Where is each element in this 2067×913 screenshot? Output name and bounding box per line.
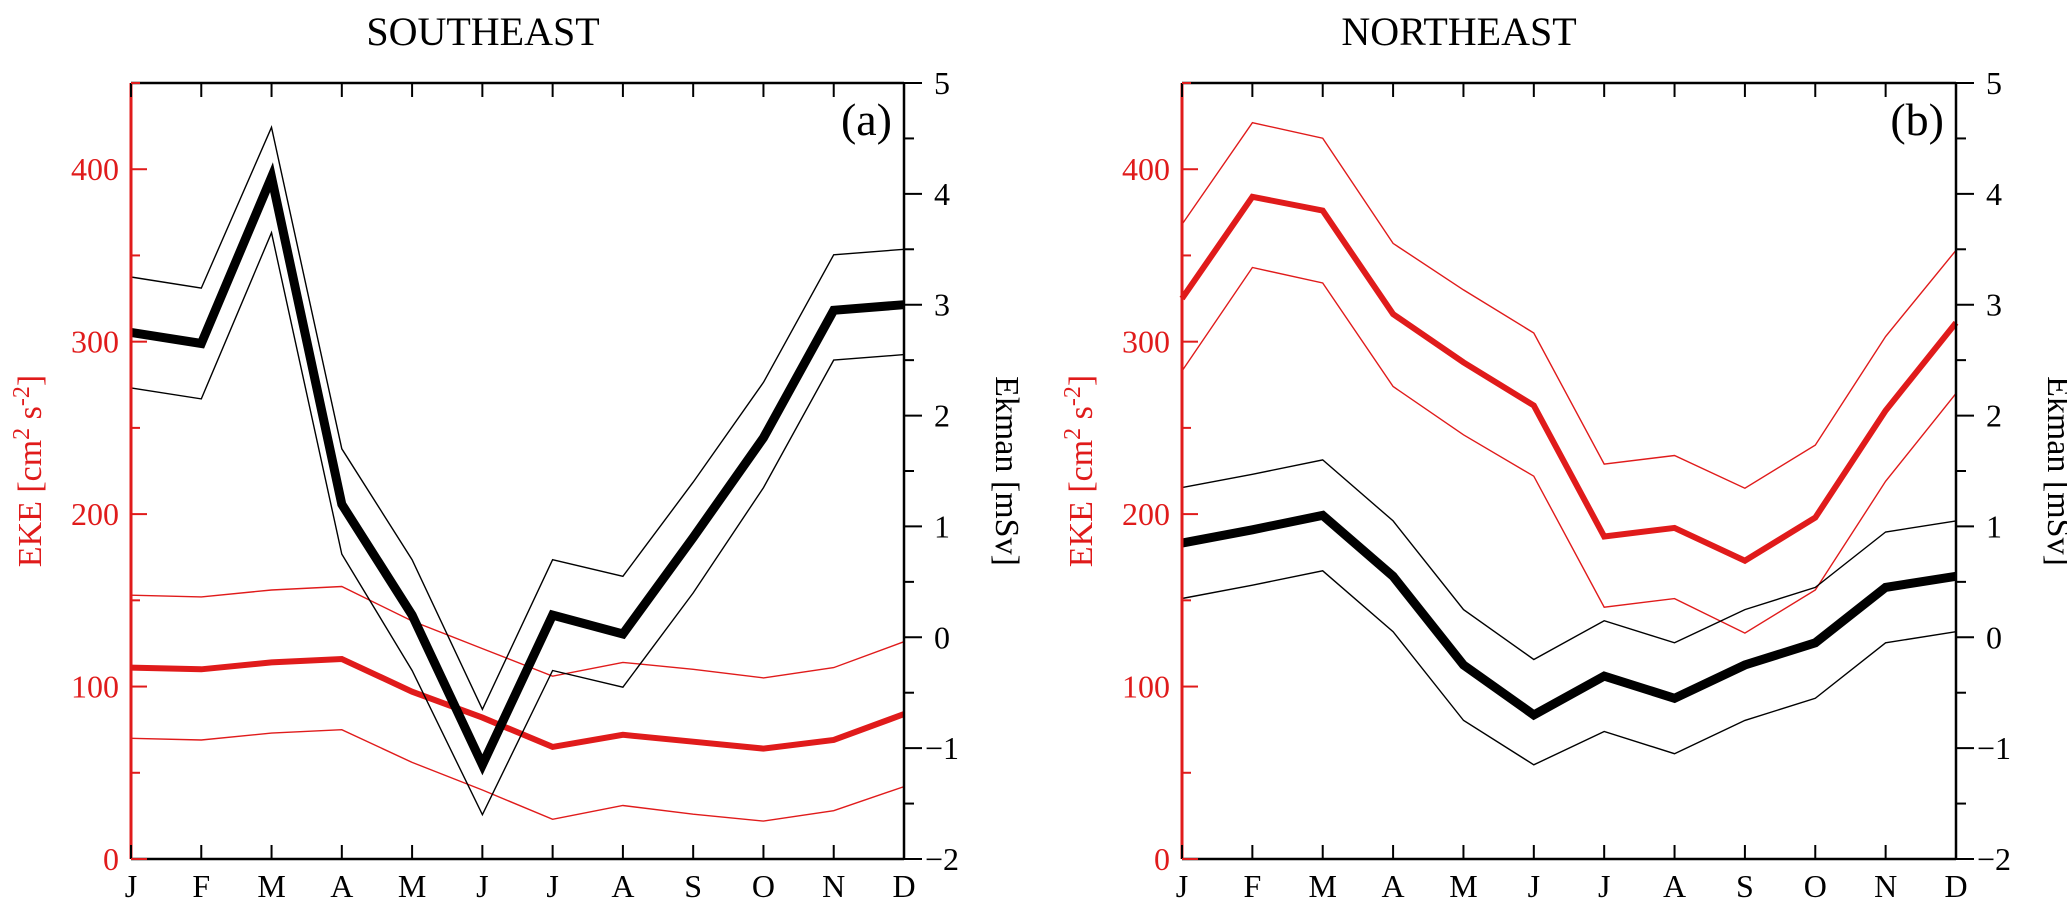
y-left-tick-label: 300 — [1122, 324, 1170, 360]
y-left-axis-label-part: ] — [12, 375, 49, 386]
x-tick-label: J — [1528, 868, 1540, 904]
y-left-axis-label-superscript: -2 — [1060, 386, 1086, 406]
y-left-tick-label: 100 — [1122, 669, 1170, 705]
x-tick-label: O — [1804, 868, 1827, 904]
eke-bound-line — [1181, 121, 1957, 489]
y-left-axis-label-part: s — [12, 406, 49, 428]
x-tick-label: N — [1874, 868, 1897, 904]
eke-mean-line — [130, 655, 906, 752]
y-left-axis-label: EKE [cm2 s-2] — [1060, 375, 1100, 568]
ekman-bound-line — [130, 125, 905, 711]
x-tick-label: M — [1449, 868, 1477, 904]
x-tick-label: A — [330, 868, 353, 904]
y-left-axis-label-part: EKE [cm — [12, 440, 49, 567]
x-tick-label: F — [1243, 868, 1261, 904]
eke-bound-line — [1181, 266, 1957, 634]
y-left-axis-label-part: ] — [1063, 375, 1100, 386]
y-left-tick-label: 0 — [103, 841, 119, 877]
y-right-tick-label: 1 — [934, 508, 950, 544]
ekman-mean-line — [1181, 510, 1957, 721]
panel-northeast: NORTHEAST J F M A M J J A S O N D 0 100 200 300 400 −2 −1 0… — [1060, 9, 2067, 904]
y-left-tick-label: 400 — [1122, 151, 1170, 187]
eke-bound-line — [130, 728, 905, 822]
x-tick-label: F — [192, 868, 210, 904]
y-right-tick-label: −2 — [925, 841, 959, 877]
y-right-tick-label: 2 — [1986, 398, 2002, 434]
x-tick-label: S — [1736, 868, 1754, 904]
y-right-tick-label: 0 — [934, 619, 950, 655]
y-right-tick-label: 3 — [934, 287, 950, 323]
panel-label: (b) — [1890, 94, 1944, 145]
y-right-tick-label: 0 — [1986, 619, 2002, 655]
y-left-axis-label: EKE [cm2 s-2] — [9, 375, 49, 568]
y-right-tick-label: 5 — [934, 65, 950, 101]
y-left-tick-label: 400 — [71, 151, 119, 187]
ekman-bound-line — [130, 230, 905, 817]
eke-mean-line — [1179, 193, 1959, 565]
panel-label: (a) — [841, 94, 892, 145]
x-tick-label: J — [476, 868, 488, 904]
eke-bound-line — [130, 585, 905, 679]
ekman-bound-line — [1181, 570, 1957, 766]
x-tick-label: M — [398, 868, 426, 904]
x-tick-label: D — [1944, 868, 1967, 904]
x-tick-label: J — [546, 868, 558, 904]
y-left-tick-label: 0 — [1154, 841, 1170, 877]
y-right-axis-label: Ekman [mSv] — [2040, 376, 2067, 566]
y-left-tick-label: 200 — [1122, 496, 1170, 532]
y-right-tick-label: −1 — [925, 730, 959, 766]
x-tick-label: D — [892, 868, 915, 904]
x-tick-label: J — [125, 868, 137, 904]
y-right-tick-label: 1 — [1986, 508, 2002, 544]
y-left-tick-label: 300 — [71, 324, 119, 360]
y-left-axis-label-superscript: -2 — [9, 386, 35, 406]
y-left-tick-label: 200 — [71, 496, 119, 532]
x-tick-label: O — [752, 868, 775, 904]
x-tick-label: J — [1598, 868, 1610, 904]
y-right-tick-label: 2 — [934, 398, 950, 434]
y-left-axis-label-part: EKE [cm — [1063, 440, 1100, 567]
chart-title: SOUTHEAST — [366, 9, 599, 54]
y-right-tick-label: 4 — [1986, 176, 2002, 212]
x-tick-label: S — [684, 868, 702, 904]
x-tick-label: M — [1309, 868, 1337, 904]
y-right-tick-label: 4 — [934, 176, 950, 212]
panel-southeast: SOUTHEAST J F M A M J J A S O N D 0 100 200 300 400 −2 −1 0… — [9, 9, 1025, 904]
y-right-axis-label: Ekman [mSv] — [988, 376, 1025, 566]
x-tick-label: A — [1382, 868, 1405, 904]
y-left-tick-label: 100 — [71, 669, 119, 705]
y-left-axis-label-part: s — [1063, 406, 1100, 428]
y-right-tick-label: −2 — [1977, 841, 2011, 877]
ekman-mean-line — [130, 162, 905, 776]
x-tick-label: M — [257, 868, 285, 904]
x-tick-label: A — [1663, 868, 1686, 904]
y-right-tick-label: 5 — [1986, 65, 2002, 101]
chart-title: NORTHEAST — [1341, 9, 1576, 54]
y-right-tick-label: −1 — [1977, 730, 2011, 766]
x-tick-label: N — [822, 868, 845, 904]
x-tick-label: A — [611, 868, 634, 904]
y-left-axis-label-superscript: 2 — [1060, 428, 1086, 440]
ekman-bound-line — [1181, 459, 1957, 661]
x-tick-label: J — [1176, 868, 1188, 904]
y-right-tick-label: 3 — [1986, 287, 2002, 323]
y-left-axis-label-superscript: 2 — [9, 428, 35, 440]
